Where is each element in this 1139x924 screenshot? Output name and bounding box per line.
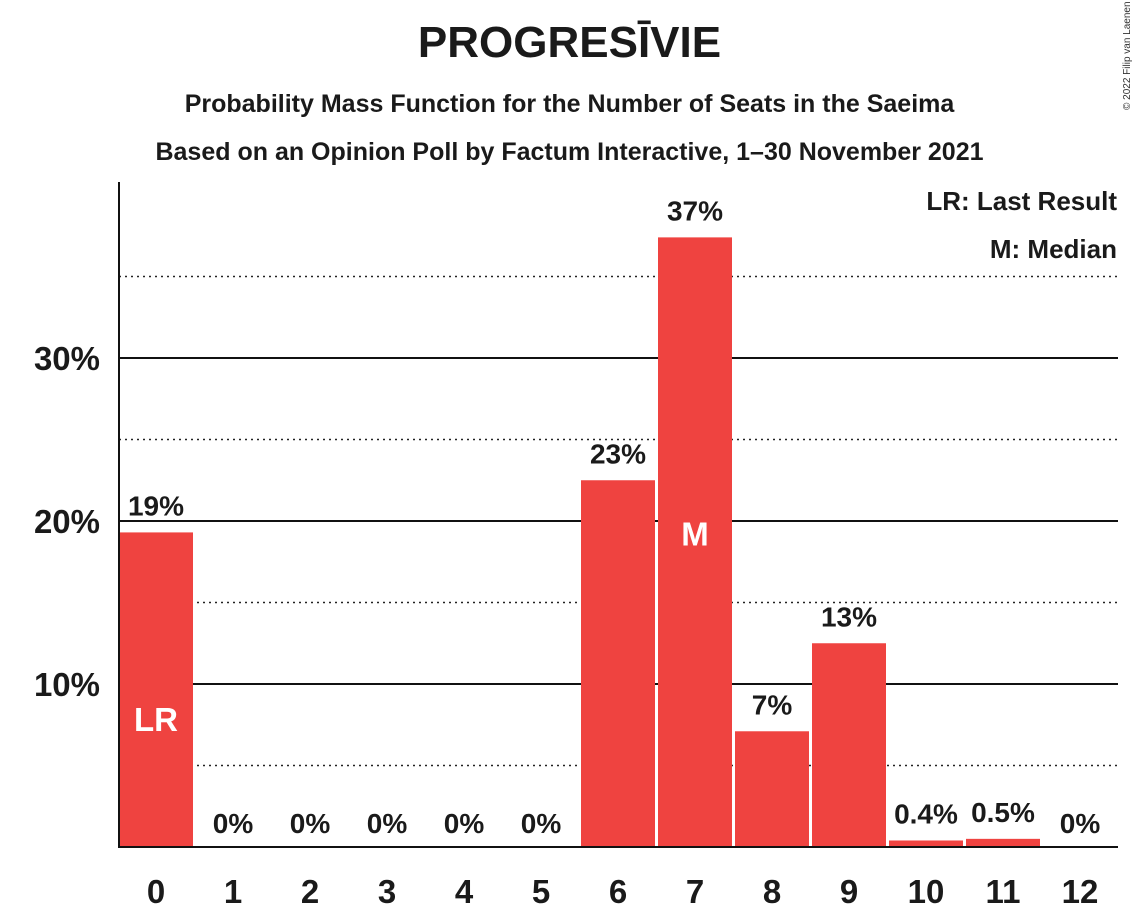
- value-label-10: 0.4%: [894, 798, 958, 829]
- value-label-7: 37%: [667, 195, 723, 226]
- y-tick-label-0: 10%: [34, 666, 100, 703]
- x-tick-label-9: 9: [840, 873, 858, 910]
- value-label-2: 0%: [290, 808, 331, 839]
- x-tick-label-6: 6: [609, 873, 627, 910]
- x-tick-label-8: 8: [763, 873, 781, 910]
- x-tick-label-12: 12: [1062, 873, 1099, 910]
- value-label-11: 0.5%: [971, 797, 1035, 828]
- bar-6: [581, 480, 655, 847]
- bar-8: [735, 731, 809, 847]
- bar-0: [119, 532, 193, 847]
- bar-marker-m: M: [681, 515, 709, 552]
- bar-10: [889, 840, 963, 847]
- value-label-5: 0%: [521, 808, 562, 839]
- value-label-4: 0%: [444, 808, 485, 839]
- chart-subtitle-1: Probability Mass Function for the Number…: [184, 90, 955, 118]
- x-tick-label-2: 2: [301, 873, 319, 910]
- bar-9: [812, 643, 886, 847]
- y-tick-label-2: 30%: [34, 340, 100, 377]
- legend-entry-0: LR: Last Result: [926, 186, 1117, 216]
- x-tick-label-5: 5: [532, 873, 550, 910]
- x-tick-label-0: 0: [147, 873, 165, 910]
- value-label-1: 0%: [213, 808, 254, 839]
- x-tick-label-7: 7: [686, 873, 704, 910]
- x-tick-label-11: 11: [986, 873, 1021, 910]
- value-label-8: 7%: [752, 689, 793, 720]
- legend-entry-1: M: Median: [990, 234, 1117, 264]
- bar-11: [966, 838, 1040, 847]
- x-tick-label-3: 3: [378, 873, 396, 910]
- x-tick-label-1: 1: [224, 873, 242, 910]
- value-label-0: 19%: [128, 490, 184, 521]
- x-tick-label-10: 10: [908, 873, 945, 910]
- value-label-12: 0%: [1060, 808, 1101, 839]
- y-tick-label-1: 20%: [34, 503, 100, 540]
- value-label-9: 13%: [821, 601, 877, 632]
- chart-subtitle-2: Based on an Opinion Poll by Factum Inter…: [155, 138, 984, 166]
- chart-title: PROGRESĪVIE: [417, 18, 722, 67]
- value-label-3: 0%: [367, 808, 408, 839]
- bar-marker-lr: LR: [134, 701, 178, 738]
- x-tick-label-4: 4: [455, 873, 474, 910]
- value-label-6: 23%: [590, 438, 646, 469]
- bar-7: [658, 237, 732, 847]
